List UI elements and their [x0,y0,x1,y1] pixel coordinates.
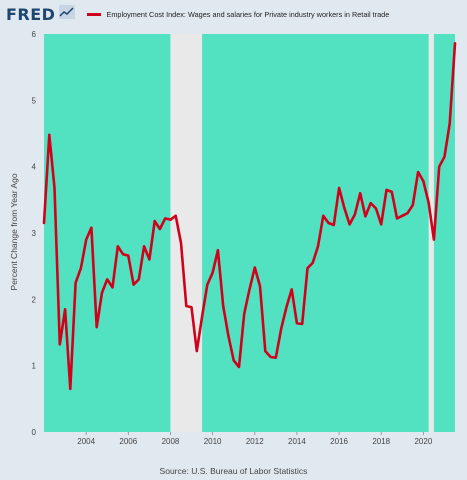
recession-shading [170,34,434,432]
legend: Employment Cost Index: Wages and salarie… [87,10,389,19]
x-tick-label: 2020 [414,437,432,446]
series-layer [42,41,457,391]
trend-line-icon [59,4,76,24]
x-tick-label: 2006 [119,437,137,446]
x-tick-label: 2014 [288,437,306,446]
x-tick-label: 2016 [330,437,348,446]
recession-band-0 [170,34,203,432]
y-tick-label: 5 [32,96,37,105]
x-tick-label: 2008 [162,437,180,446]
x-tick-label: 2018 [372,437,390,446]
x-tick-label: 2004 [77,437,95,446]
y-tick-label: 3 [32,229,37,238]
x-tick-label: 2012 [246,437,264,446]
y-tick-label: 6 [32,30,37,39]
series-line-0 [42,41,457,391]
y-tick-label: 2 [32,295,37,304]
x-axis: 2004 2006 2008 2010 2012 2014 2016 2018 2020 [77,432,433,446]
y-axis-label: Percent Change from Year Ago [9,173,19,290]
plot-area: 0 1 2 3 4 5 6 2004 2006 2008 2010 2012 2014 2016 2018… [32,30,457,446]
y-tick-label: 1 [32,362,37,371]
recession-band-1 [428,34,434,432]
y-axis: 0 1 2 3 4 5 6 [32,30,37,437]
y-tick-label: 0 [32,428,37,437]
x-tick-label: 2010 [204,437,222,446]
y-tick-label: 4 [32,163,37,172]
plot-background [44,34,455,432]
legend-label: Employment Cost Index: Wages and salarie… [106,9,390,19]
header: FRED Employment Cost Index: Wages and sa… [6,4,461,24]
source-note: Source: U.S. Bureau of Labor Statistics [159,466,308,476]
fred-logo[interactable]: FRED [6,4,56,24]
legend-swatch [87,12,102,16]
